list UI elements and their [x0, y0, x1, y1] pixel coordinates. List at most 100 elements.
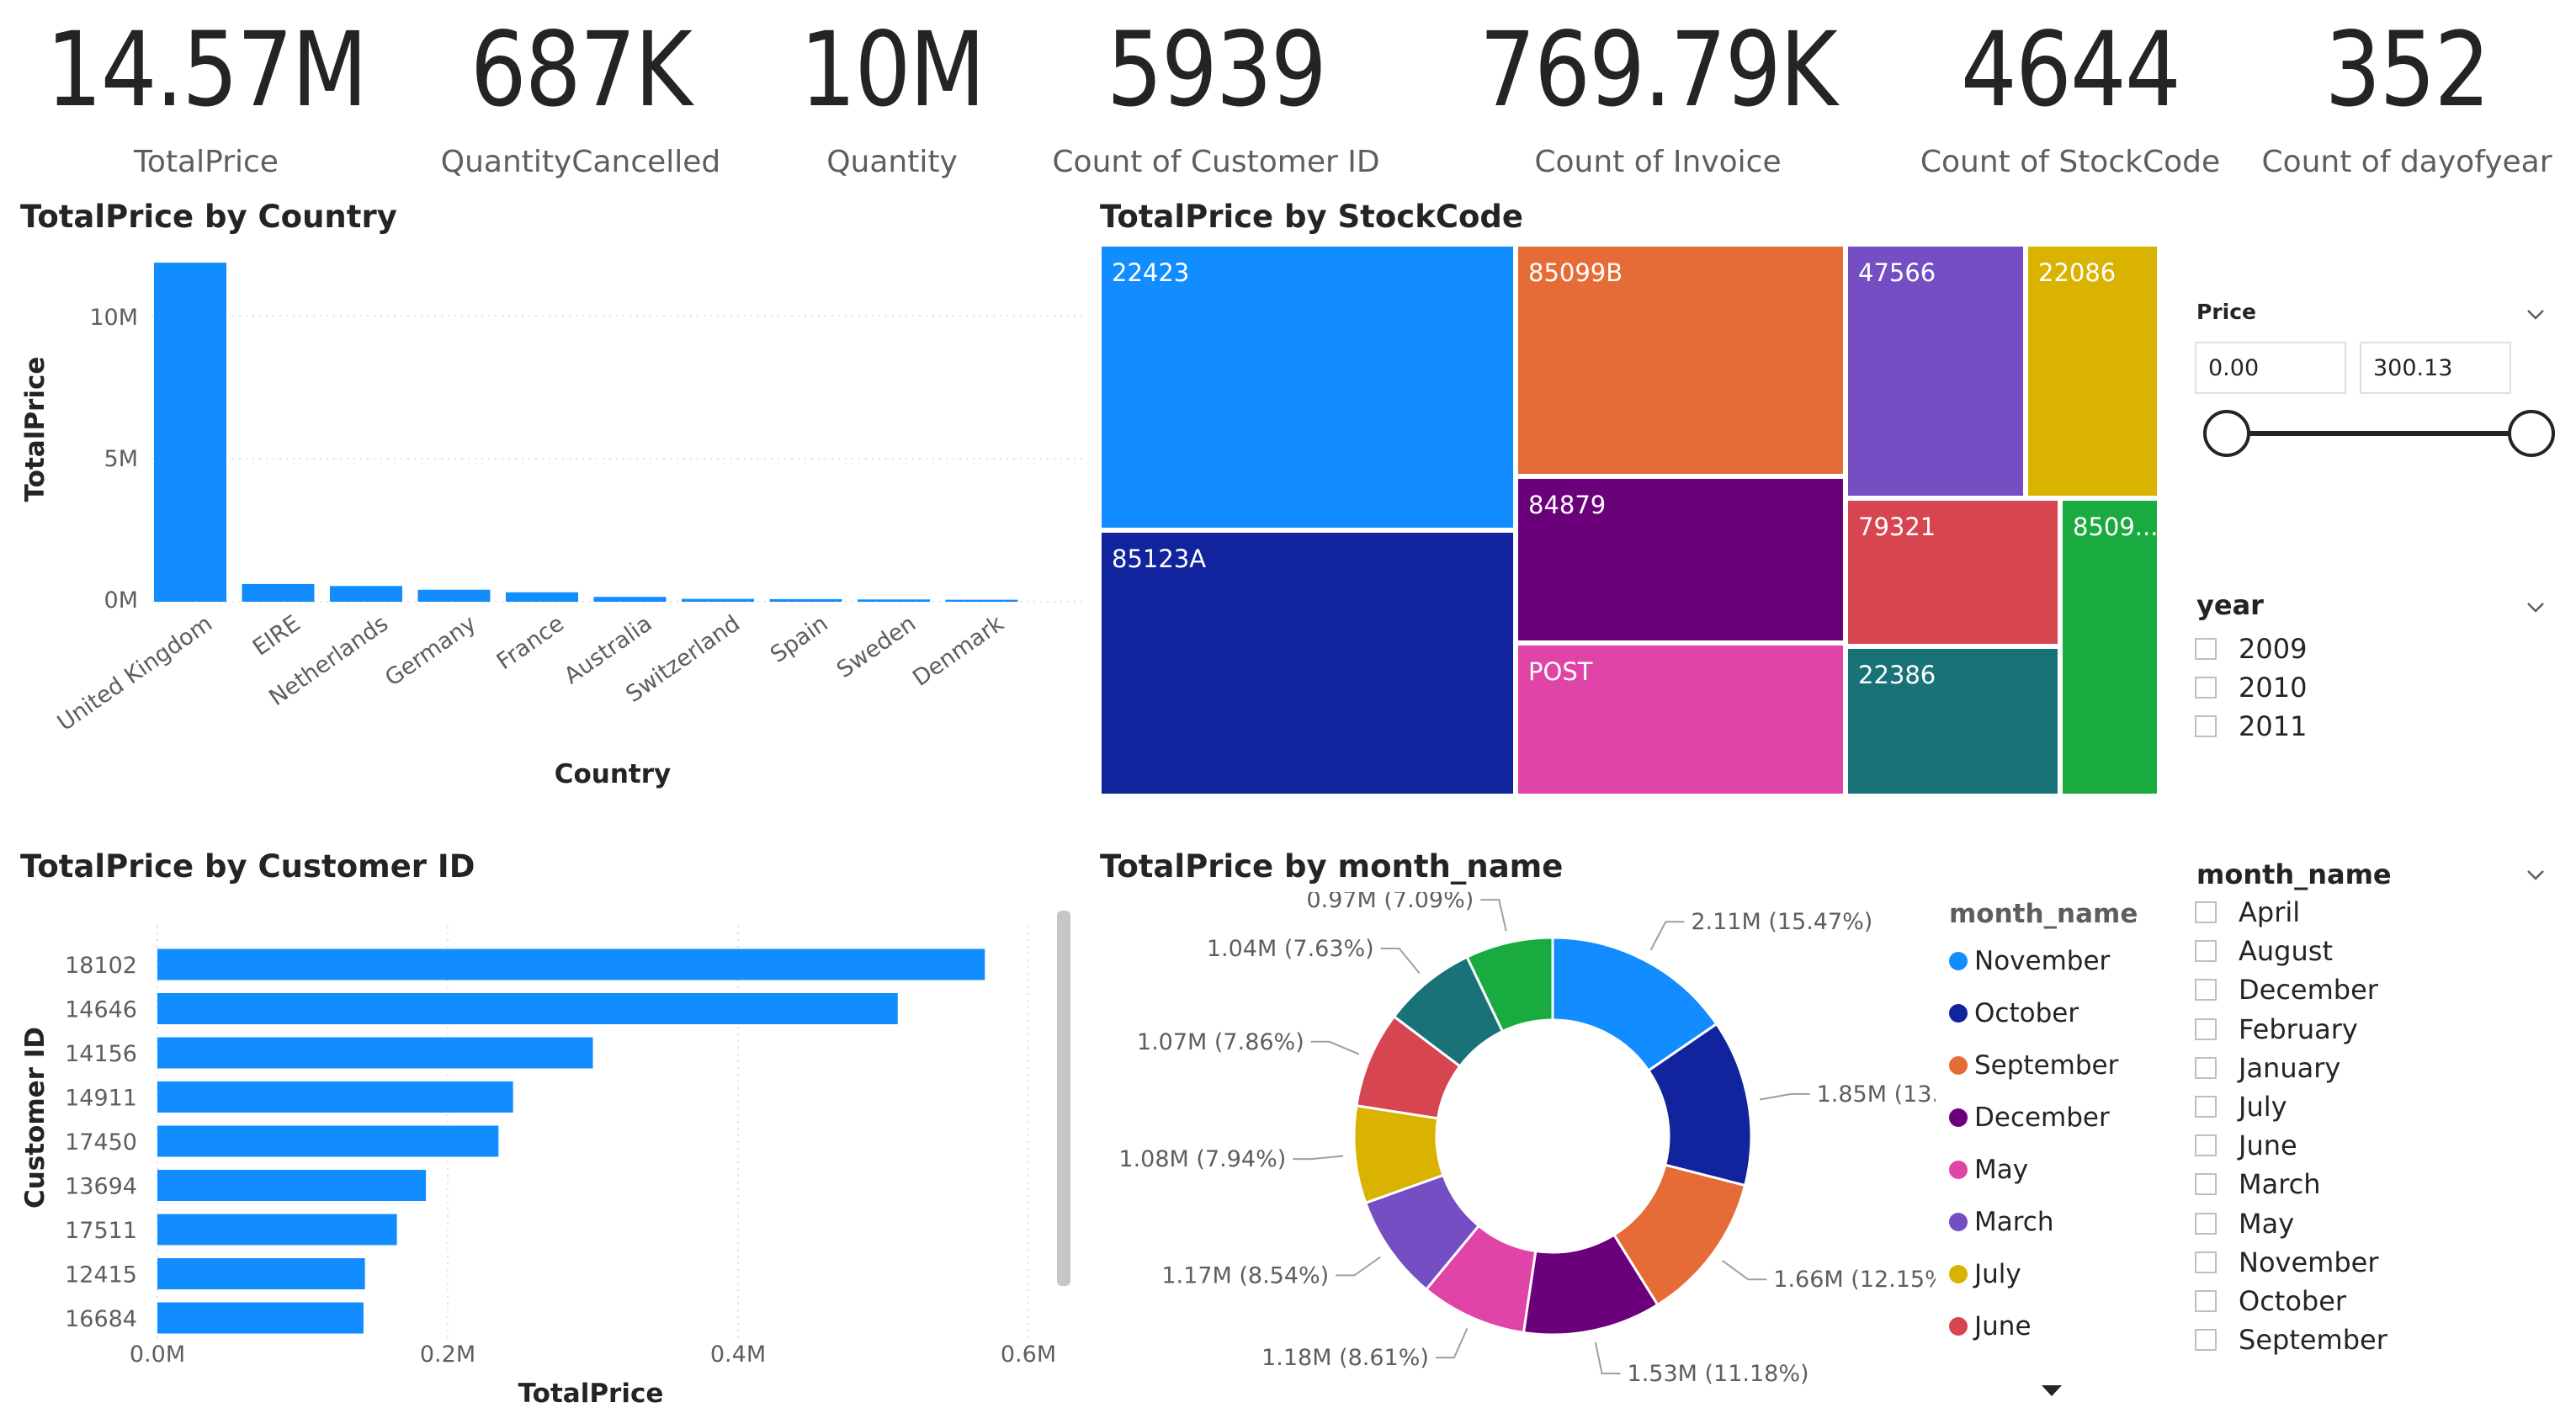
y-tick: 14646 [65, 997, 137, 1023]
y-tick: 13694 [65, 1174, 137, 1200]
legend-item[interactable]: September [1949, 1050, 2118, 1081]
month-option[interactable]: November [2195, 1246, 2378, 1278]
stockcode-treemap[interactable]: 22423 85123A 85099B 84879 POST 47566 220… [1099, 244, 2159, 796]
month-option[interactable]: April [2195, 896, 2300, 928]
kpi-card-totalprice[interactable]: 14.57M TotalPrice [17, 0, 396, 179]
checkbox[interactable] [2195, 1134, 2217, 1157]
price-slider-max-handle[interactable] [2508, 410, 2555, 457]
treemap-tile[interactable]: POST [1516, 643, 1846, 796]
kpi-card-count-invoice[interactable]: 769.79K Count of Invoice [1447, 0, 1868, 179]
month-option[interactable]: October [2195, 1285, 2346, 1317]
month-option[interactable]: May [2195, 1208, 2294, 1240]
country-bar[interactable] [682, 598, 754, 602]
y-tick: 17450 [65, 1129, 137, 1156]
checkbox[interactable] [2195, 677, 2217, 699]
chevron-down-icon[interactable] [2525, 863, 2547, 885]
checkbox[interactable] [2195, 1017, 2217, 1040]
country-bar[interactable] [858, 599, 930, 602]
checkbox[interactable] [2195, 638, 2217, 660]
country-bar[interactable] [417, 589, 491, 602]
kpi-card-quantity[interactable]: 10M Quantity [766, 0, 1018, 179]
customer-bar[interactable] [157, 1125, 499, 1157]
customer-bar-chart[interactable]: 18102 14646 14156 14911 17450 13694 17511 12415… [0, 892, 1094, 1408]
month-option[interactable]: September [2195, 1324, 2387, 1356]
legend-item[interactable]: October [1949, 998, 2079, 1028]
checkbox[interactable] [2195, 1251, 2217, 1273]
legend-label: July [1974, 1259, 2021, 1289]
customer-bar[interactable] [157, 1037, 593, 1069]
treemap-tile[interactable]: 8509... [2060, 498, 2159, 796]
kpi-card-count-customer-id[interactable]: 5939 Count of Customer ID [1052, 0, 1380, 179]
country-bar[interactable] [769, 598, 842, 602]
price-slider-min-handle[interactable] [2203, 410, 2250, 457]
y-tick: 10M [89, 305, 138, 331]
chevron-down-icon[interactable] [2525, 303, 2547, 325]
country-bar[interactable] [242, 583, 315, 602]
legend-dot [1949, 1265, 1968, 1283]
kpi-value: 14.57M [45, 10, 368, 130]
checkbox[interactable] [2195, 715, 2217, 737]
month-option[interactable]: August [2195, 935, 2333, 967]
customer-bar[interactable] [157, 993, 898, 1024]
price-max-input[interactable]: 300.13 [2360, 342, 2511, 394]
legend-item[interactable]: November [1949, 946, 2110, 976]
year-option[interactable]: 2009 [2195, 633, 2307, 665]
year-option[interactable]: 2010 [2195, 672, 2307, 704]
month-option[interactable]: July [2195, 1091, 2287, 1123]
legend-item[interactable]: March [1949, 1207, 2054, 1237]
treemap-tile[interactable]: 85123A [1099, 530, 1516, 796]
x-axis-title: TotalPrice [518, 1379, 664, 1408]
country-bar[interactable] [945, 599, 1018, 602]
month-donut-chart[interactable]: 2.11M (15.47%) 1.85M (13.53%) 1.66M (12.15… [1094, 892, 1936, 1408]
legend-item[interactable]: May [1949, 1155, 2028, 1185]
country-bar[interactable] [154, 263, 226, 602]
customer-chart-scrollbar[interactable] [1057, 911, 1070, 1286]
checkbox[interactable] [2195, 1056, 2217, 1079]
checkbox[interactable] [2195, 979, 2217, 1002]
kpi-card-count-stockcode[interactable]: 4644 Count of StockCode [1902, 0, 2239, 179]
customer-bar[interactable] [157, 1214, 397, 1246]
legend-item[interactable]: July [1949, 1259, 2021, 1289]
month-option[interactable]: January [2195, 1052, 2340, 1084]
checkbox[interactable] [2195, 1096, 2217, 1118]
year-option[interactable]: 2011 [2195, 710, 2307, 742]
legend-dot [1949, 1161, 1968, 1179]
donut-slice[interactable] [1465, 936, 1554, 1033]
legend-item[interactable]: June [1949, 1311, 2032, 1342]
checkbox[interactable] [2195, 1173, 2217, 1196]
year-slicer-title: year [2196, 589, 2264, 621]
customer-bar[interactable] [157, 1170, 427, 1201]
treemap-tile[interactable]: 22086 [2026, 244, 2159, 498]
month-option[interactable]: February [2195, 1013, 2358, 1045]
treemap-tile[interactable]: 84879 [1516, 476, 1846, 643]
month-option[interactable]: March [2195, 1168, 2321, 1200]
legend-item[interactable]: December [1949, 1102, 2110, 1133]
checkbox[interactable] [2195, 1212, 2217, 1235]
month-option[interactable]: June [2195, 1129, 2297, 1161]
country-bar[interactable] [330, 586, 402, 602]
country-bar[interactable] [506, 592, 578, 602]
customer-bar[interactable] [157, 948, 985, 980]
customer-bar[interactable] [157, 1302, 364, 1334]
treemap-tile[interactable]: 85099B [1516, 244, 1846, 476]
checkbox[interactable] [2195, 901, 2217, 923]
price-min-input[interactable]: 0.00 [2195, 342, 2346, 394]
chevron-down-icon[interactable] [2525, 596, 2547, 618]
kpi-card-count-dayofyear[interactable]: 352 Count of dayofyear [2255, 0, 2558, 179]
kpi-card-quantity-cancelled[interactable]: 687K QuantityCancelled [404, 0, 757, 179]
legend-scroll-down-icon[interactable] [2042, 1385, 2062, 1396]
checkbox[interactable] [2195, 1329, 2217, 1352]
treemap-tile[interactable]: 22386 [1846, 646, 2060, 796]
checkbox[interactable] [2195, 940, 2217, 963]
customer-bar[interactable] [157, 1081, 513, 1113]
treemap-tile[interactable]: 22423 [1099, 244, 1516, 530]
y-tick: 17511 [65, 1218, 137, 1244]
month-option[interactable]: December [2195, 974, 2378, 1006]
treemap-tile[interactable]: 47566 [1846, 244, 2026, 498]
checkbox[interactable] [2195, 1290, 2217, 1312]
country-bar[interactable] [593, 597, 667, 602]
treemap-tile[interactable]: 79321 [1846, 498, 2060, 646]
customer-bar[interactable] [157, 1258, 365, 1289]
price-slider-track[interactable] [2227, 431, 2531, 436]
